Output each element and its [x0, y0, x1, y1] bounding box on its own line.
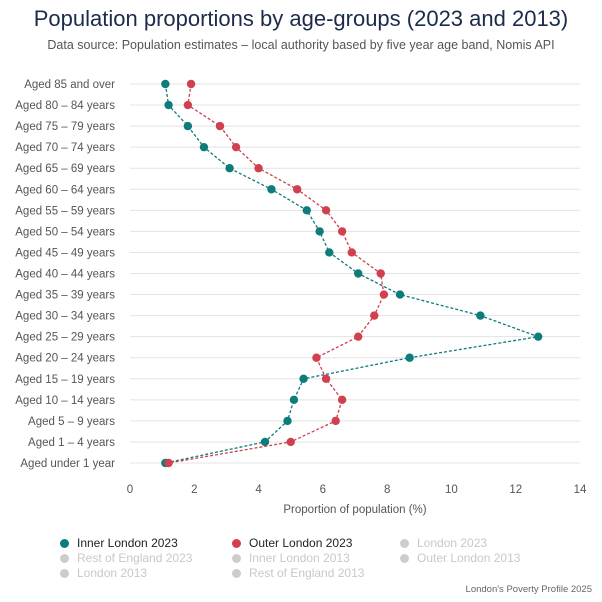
- legend-marker-icon: [60, 538, 69, 548]
- legend-item[interactable]: Outer London 2023: [232, 536, 352, 550]
- legend-label: Rest of England 2013: [249, 566, 365, 580]
- legend-label: Inner London 2013: [249, 551, 350, 565]
- x-axis-label: Proportion of population (%): [283, 504, 426, 516]
- data-point: [260, 437, 270, 447]
- data-point: [331, 416, 340, 426]
- data-point: [289, 395, 299, 405]
- y-tick-label: Aged under 1 year: [20, 458, 115, 470]
- y-tick-label: Aged 85 and over: [24, 79, 115, 91]
- data-point: [299, 374, 308, 383]
- y-tick-label: Aged 80 – 84 years: [15, 100, 115, 112]
- legend-item[interactable]: London 2013: [60, 566, 147, 580]
- data-point: [476, 311, 485, 320]
- data-point: [231, 142, 241, 152]
- data-point: [395, 290, 405, 299]
- data-point: [337, 227, 347, 236]
- y-tick-label: Aged 35 – 39 years: [15, 290, 115, 302]
- data-point: [325, 248, 334, 257]
- chart-subtitle: Data source: Population estimates – loca…: [47, 38, 555, 52]
- data-point: [215, 121, 225, 131]
- data-point: [286, 437, 295, 447]
- legend-marker-icon: [232, 538, 241, 548]
- legend-marker-icon: [60, 568, 69, 578]
- data-point: [321, 374, 331, 383]
- y-tick-label: Aged 5 – 9 years: [28, 416, 115, 428]
- data-point: [321, 206, 331, 215]
- y-tick-label: Aged 60 – 64 years: [15, 184, 115, 196]
- y-tick-label: Aged 50 – 54 years: [15, 226, 115, 238]
- legend-item[interactable]: Rest of England 2023: [60, 551, 192, 565]
- y-tick-label: Aged 25 – 29 years: [15, 332, 115, 344]
- y-tick-label: Aged 10 – 14 years: [15, 395, 115, 407]
- data-point: [534, 332, 543, 341]
- data-point: [267, 185, 276, 194]
- x-tick-label: 0: [127, 484, 133, 496]
- legend-item[interactable]: London 2023: [400, 536, 487, 550]
- data-point: [312, 353, 321, 362]
- y-tick-label: Aged 70 – 74 years: [15, 142, 115, 154]
- legend-marker-icon: [400, 553, 409, 563]
- legend-marker-icon: [60, 553, 69, 563]
- legend-item[interactable]: Rest of England 2013: [232, 566, 364, 580]
- legend-label: London 2023: [417, 536, 488, 550]
- y-tick-label: Aged 30 – 34 years: [15, 311, 115, 323]
- x-tick-label: 12: [509, 484, 522, 496]
- data-point: [283, 416, 292, 426]
- data-point: [186, 79, 196, 89]
- y-tick-label: Aged 55 – 59 years: [15, 205, 115, 217]
- legend-label: London 2013: [77, 566, 148, 580]
- data-point: [405, 353, 414, 362]
- legend-marker-icon: [232, 553, 241, 563]
- data-point: [292, 185, 302, 194]
- data-point: [225, 164, 234, 173]
- data-point: [302, 206, 311, 215]
- x-tick-label: 14: [574, 484, 587, 496]
- y-tick-label: Aged 75 – 79 years: [15, 121, 115, 133]
- legend-item[interactable]: Inner London 2023: [60, 536, 178, 550]
- data-point: [379, 290, 389, 299]
- legend-marker-icon: [400, 538, 409, 548]
- x-tick-label: 4: [255, 484, 262, 496]
- legend-label: Rest of England 2023: [77, 551, 193, 565]
- legend-label: Inner London 2023: [77, 536, 178, 550]
- data-point: [347, 248, 356, 257]
- legend-label: Outer London 2023: [249, 536, 353, 550]
- y-tick-label: Aged 65 – 69 years: [15, 163, 115, 175]
- data-point: [315, 227, 324, 236]
- data-point: [337, 395, 347, 405]
- data-point: [354, 332, 363, 341]
- y-tick-label: Aged 1 – 4 years: [28, 437, 115, 449]
- y-tick-label: Aged 40 – 44 years: [15, 269, 115, 281]
- legend-label: Outer London 2013: [417, 551, 521, 565]
- data-point: [354, 269, 363, 278]
- data-point: [183, 100, 193, 110]
- y-tick-label: Aged 15 – 19 years: [15, 374, 115, 386]
- y-tick-label: Aged 45 – 49 years: [15, 247, 115, 259]
- data-point: [376, 269, 385, 278]
- legend-item[interactable]: Outer London 2013: [400, 551, 520, 565]
- legend-item[interactable]: Inner London 2013: [232, 551, 350, 565]
- data-point: [183, 121, 193, 131]
- data-point: [161, 79, 170, 89]
- data-point: [370, 311, 379, 320]
- chart-title: Population proportions by age-groups (20…: [33, 6, 569, 31]
- x-tick-label: 2: [191, 484, 197, 496]
- legend-marker-icon: [232, 568, 241, 578]
- x-tick-label: 10: [445, 484, 458, 496]
- x-tick-label: 8: [384, 484, 390, 496]
- y-tick-label: Aged 20 – 24 years: [15, 353, 115, 365]
- footer-credit: London's Poverty Profile 2025: [465, 584, 592, 595]
- data-point: [199, 142, 209, 152]
- data-point: [164, 100, 173, 110]
- data-point: [254, 164, 263, 173]
- data-point: [164, 458, 173, 468]
- x-tick-label: 6: [320, 484, 326, 496]
